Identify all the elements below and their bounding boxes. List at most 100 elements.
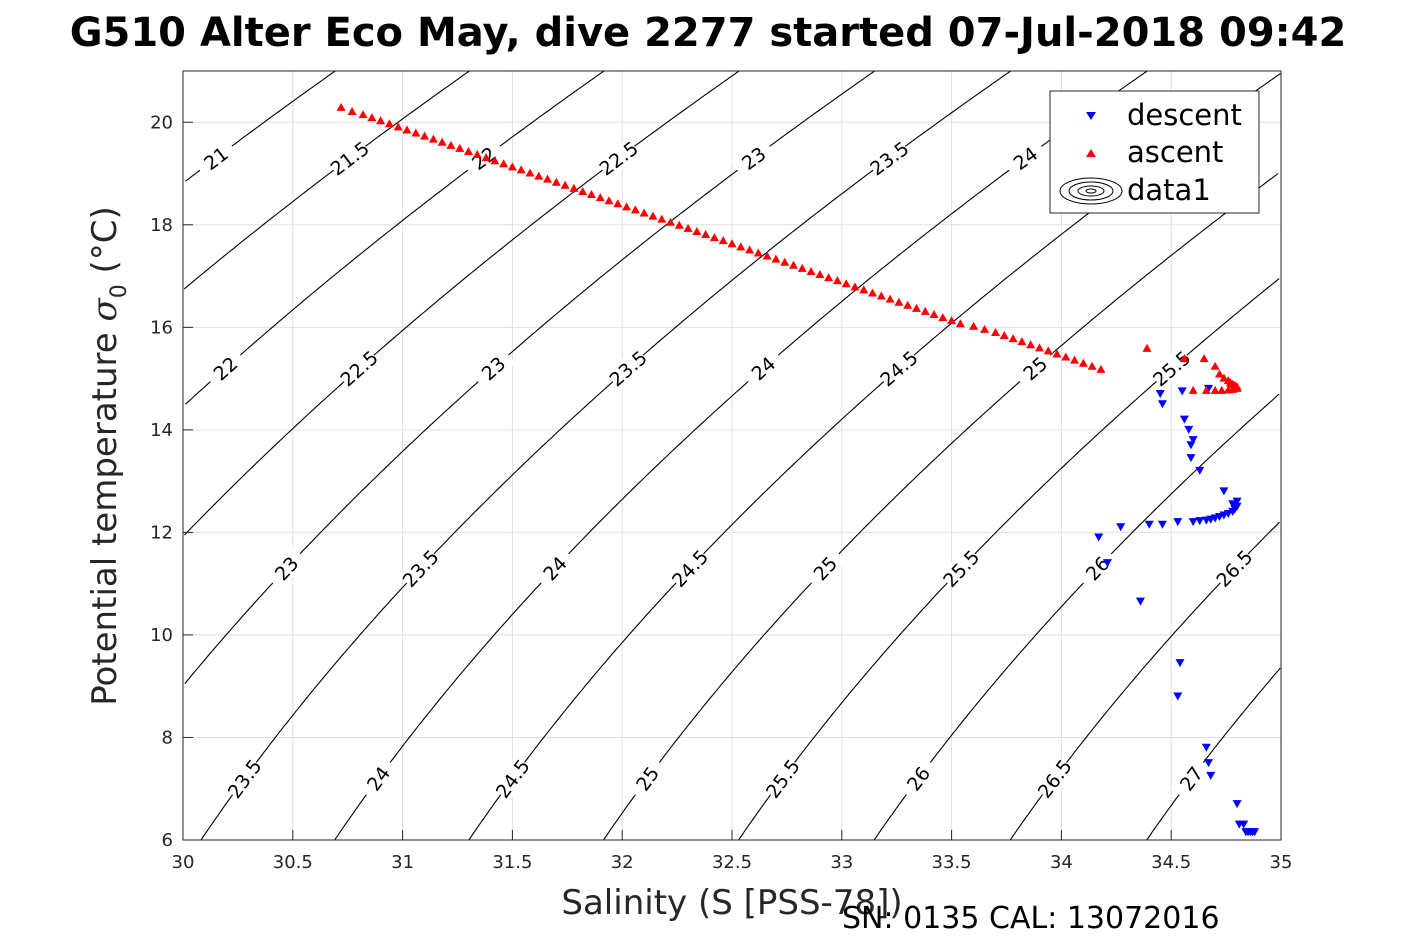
descent-point xyxy=(1188,518,1198,527)
legend-box xyxy=(1049,90,1260,214)
contour-line xyxy=(603,173,1279,841)
ascent-point xyxy=(683,223,693,232)
descent-point xyxy=(1144,520,1154,529)
descent-point xyxy=(1157,400,1167,409)
ascent-point xyxy=(1188,385,1198,394)
contour-label-bg xyxy=(264,546,309,591)
ascent-point xyxy=(358,110,368,119)
ascent-point xyxy=(824,273,834,282)
x-tick-label: 35 xyxy=(1270,852,1293,873)
ascent-point xyxy=(806,266,816,275)
contour-label-bg xyxy=(897,755,940,802)
descent-point xyxy=(1177,387,1187,396)
descent-point xyxy=(1201,743,1211,752)
descent-point xyxy=(1250,828,1260,837)
ascent-point xyxy=(1215,369,1225,378)
y-tick-label: 14 xyxy=(150,420,173,441)
ascent-point xyxy=(499,159,509,168)
descent-point xyxy=(1103,559,1113,568)
legend-marker-contour xyxy=(1059,177,1123,205)
ascent-point xyxy=(543,174,553,183)
ascent-point xyxy=(1179,354,1189,363)
ascent-point xyxy=(999,331,1009,340)
ascent-point xyxy=(1034,343,1044,352)
descent-point xyxy=(1228,500,1238,509)
ascent-point xyxy=(420,131,430,140)
ascent-point xyxy=(938,313,948,322)
y-tick-label: 8 xyxy=(162,727,173,748)
descent-point xyxy=(1186,454,1196,463)
ascent-point xyxy=(762,251,772,260)
contour-label-bg xyxy=(939,546,983,591)
ascent-point xyxy=(780,257,790,266)
descent-point xyxy=(1094,533,1104,542)
ascent-point xyxy=(613,199,623,208)
ascent-point xyxy=(481,153,491,162)
ascent-point xyxy=(1026,340,1036,349)
descent-point xyxy=(1179,415,1189,424)
ascent-point xyxy=(859,285,869,294)
y-axis-label: Potential temperature σ0 (°C) xyxy=(85,206,132,706)
legend-label-descent: descent xyxy=(1127,98,1242,132)
ascent-point xyxy=(947,316,957,325)
contour-label-bg xyxy=(730,137,777,179)
legend-label-ascent: ascent xyxy=(1127,135,1223,169)
ascent-point xyxy=(920,306,930,315)
axis-ticks: 30 30.5 31 31.5 32 32.5 33 33.5 34 34.5 35 6 8 10 12 14… xyxy=(150,112,1292,873)
ascent-point xyxy=(336,102,346,111)
legend-marker-ascent xyxy=(1086,149,1096,157)
ascent-point xyxy=(797,263,807,272)
contour-label-bg xyxy=(740,346,786,390)
x-tick-label: 32 xyxy=(611,852,634,873)
ascent-point xyxy=(736,242,746,251)
ascent-point xyxy=(446,140,456,149)
contour-label-bg xyxy=(626,755,669,802)
legend: descent ascent data1 xyxy=(1049,90,1260,214)
ascent-point xyxy=(1201,385,1211,394)
descent-point xyxy=(1155,389,1165,398)
contour-label-bg xyxy=(1033,755,1076,802)
descent-point xyxy=(1135,597,1145,606)
ascent-point xyxy=(1017,337,1027,346)
ascent-point xyxy=(455,143,465,152)
y-axis-label-sigma: σ xyxy=(85,298,125,322)
ascent-point xyxy=(832,276,842,285)
ascent-point xyxy=(666,217,676,226)
descent-point xyxy=(1173,518,1183,527)
descent-point xyxy=(1232,800,1242,809)
descent-point xyxy=(1157,520,1167,529)
x-tick-label: 31 xyxy=(391,852,414,873)
descent-point xyxy=(1239,820,1249,829)
x-tick-label: 34.5 xyxy=(1151,852,1191,873)
ascent-point xyxy=(1070,355,1080,364)
ascent-point xyxy=(1210,361,1220,370)
ascent-point xyxy=(771,254,781,263)
ascent-point xyxy=(393,122,403,131)
descent-point xyxy=(1175,659,1185,668)
ascent-point xyxy=(437,137,447,146)
descent-point xyxy=(1206,771,1216,780)
contour-label-bg xyxy=(533,546,577,591)
contour-line xyxy=(185,70,605,405)
y-axis-label-main: Potential temperature xyxy=(85,322,125,706)
y-tick-label: 10 xyxy=(150,625,173,646)
x-tick-label: 30.5 xyxy=(273,852,313,873)
contour-label-bg xyxy=(491,755,534,802)
ascent-point xyxy=(850,282,860,291)
ascent-point xyxy=(490,156,500,165)
y-tick-label: 6 xyxy=(162,830,173,851)
ascent-point xyxy=(428,134,438,143)
ascent-point xyxy=(727,239,737,248)
ascent-point xyxy=(525,168,535,177)
y-tick-label: 18 xyxy=(150,215,173,236)
ascent-point xyxy=(586,190,596,199)
contour-label-bg xyxy=(357,755,399,802)
ascent-point xyxy=(516,165,526,174)
x-tick-label: 31.5 xyxy=(492,852,532,873)
descent-point xyxy=(1188,436,1198,445)
ascent-point xyxy=(1043,346,1053,355)
contour-label-bg xyxy=(803,546,847,591)
ascent-point xyxy=(745,245,755,254)
ascent-point xyxy=(709,233,719,242)
chart-title: G510 Alter Eco May, dive 2277 started 07… xyxy=(70,10,1347,56)
